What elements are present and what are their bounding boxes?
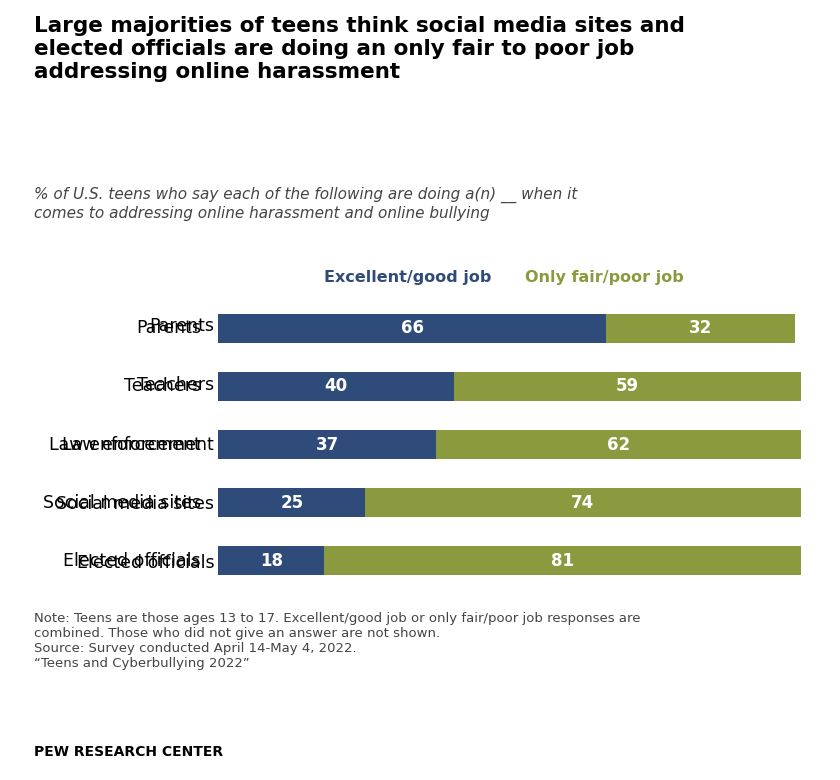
Text: Law enforcement: Law enforcement [49, 435, 201, 454]
Text: Elected officials: Elected officials [76, 554, 214, 573]
Bar [606, 314, 795, 343]
Bar [218, 314, 606, 343]
Text: Teachers: Teachers [123, 378, 201, 395]
Text: 37: 37 [316, 435, 339, 454]
Bar [436, 430, 801, 459]
Text: % of U.S. teens who say each of the following are doing a(n) __ when it
comes to: % of U.S. teens who say each of the foll… [34, 187, 577, 221]
Text: Law enforcement: Law enforcement [62, 435, 214, 454]
Text: 66: 66 [401, 319, 424, 338]
Text: Social media sites: Social media sites [56, 495, 214, 513]
Text: 32: 32 [689, 319, 712, 338]
Bar [324, 546, 801, 576]
Text: Large majorities of teens think social media sites and
elected officials are doi: Large majorities of teens think social m… [34, 16, 685, 82]
Text: 62: 62 [606, 435, 630, 454]
Text: Social media sites: Social media sites [43, 494, 201, 512]
Text: Parents: Parents [136, 319, 201, 338]
Bar [218, 430, 436, 459]
Text: 74: 74 [571, 494, 595, 512]
Text: 81: 81 [551, 551, 574, 570]
Text: 25: 25 [281, 494, 303, 512]
Text: PEW RESEARCH CENTER: PEW RESEARCH CENTER [34, 745, 223, 759]
Text: 40: 40 [324, 378, 348, 395]
Text: 18: 18 [260, 551, 283, 570]
Bar [218, 372, 454, 401]
Text: Parents: Parents [150, 317, 214, 335]
Text: Only fair/poor job: Only fair/poor job [526, 270, 684, 285]
Text: Note: Teens are those ages 13 to 17. Excellent/good job or only fair/poor job re: Note: Teens are those ages 13 to 17. Exc… [34, 612, 640, 670]
Bar [454, 372, 801, 401]
Text: 59: 59 [616, 378, 638, 395]
Bar [365, 488, 801, 517]
Text: Elected officials: Elected officials [63, 551, 201, 570]
Bar [218, 546, 324, 576]
Text: Teachers: Teachers [137, 376, 214, 395]
Text: Excellent/good job: Excellent/good job [323, 270, 491, 285]
Bar [218, 488, 365, 517]
